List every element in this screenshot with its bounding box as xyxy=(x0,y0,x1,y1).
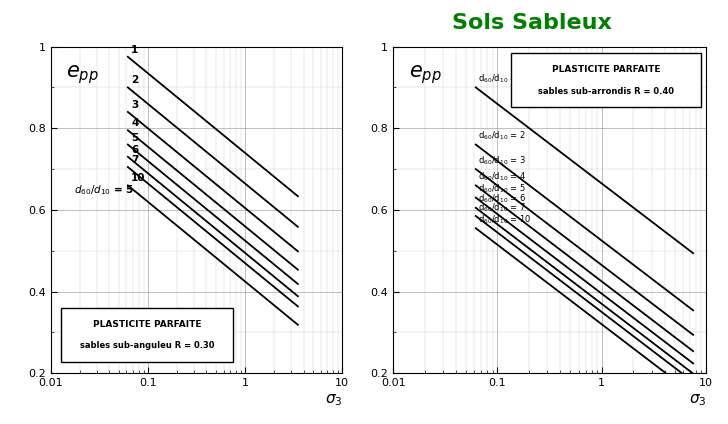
Text: d$_{60}$/d$_{10}$ = 2: d$_{60}$/d$_{10}$ = 2 xyxy=(478,130,526,142)
Text: 7: 7 xyxy=(131,155,138,165)
Text: $\sigma_3$: $\sigma_3$ xyxy=(689,393,706,408)
Text: 1: 1 xyxy=(131,45,138,55)
Text: sables sub-anguleu R = 0.30: sables sub-anguleu R = 0.30 xyxy=(80,341,214,350)
Text: 3: 3 xyxy=(131,100,138,110)
Text: 10: 10 xyxy=(131,173,146,183)
Text: d$_{60}$/d$_{10}$ = 10: d$_{60}$/d$_{10}$ = 10 xyxy=(478,213,531,226)
Text: PLASTICITE PARFAITE: PLASTICITE PARFAITE xyxy=(92,320,202,329)
Text: d$_{60}$/d$_{10}$ = 5: d$_{60}$/d$_{10}$ = 5 xyxy=(478,183,526,195)
Text: d$_{60}$/d$_{10}$ = 7: d$_{60}$/d$_{10}$ = 7 xyxy=(478,201,526,214)
Text: 6: 6 xyxy=(131,145,138,155)
FancyBboxPatch shape xyxy=(510,53,702,107)
Text: PLASTICITE PARFAITE: PLASTICITE PARFAITE xyxy=(552,65,660,75)
Text: sables sub-arrondis R = 0.40: sables sub-arrondis R = 0.40 xyxy=(538,87,674,96)
Text: d$_{60}$/d$_{10}$ = 3: d$_{60}$/d$_{10}$ = 3 xyxy=(478,154,526,167)
FancyBboxPatch shape xyxy=(61,308,233,362)
Text: $e_{pp}$: $e_{pp}$ xyxy=(409,63,441,86)
Text: d$_{60}$/d$_{10}$ = 4: d$_{60}$/d$_{10}$ = 4 xyxy=(478,170,526,183)
Text: 4: 4 xyxy=(131,118,138,128)
Text: $\sigma_3$: $\sigma_3$ xyxy=(325,393,342,408)
Text: $e_{pp}$: $e_{pp}$ xyxy=(66,63,98,86)
Text: d$_{60}$/d$_{10}$ = 6: d$_{60}$/d$_{10}$ = 6 xyxy=(478,193,526,205)
Text: $d_{60}/d_{10}$ = 5: $d_{60}/d_{10}$ = 5 xyxy=(74,184,135,197)
Text: 5: 5 xyxy=(131,133,138,142)
Text: Sols Sableux: Sols Sableux xyxy=(451,13,612,33)
Text: d$_{60}$/d$_{10}$ = 1: d$_{60}$/d$_{10}$ = 1 xyxy=(478,73,526,85)
Text: 2: 2 xyxy=(131,75,138,85)
